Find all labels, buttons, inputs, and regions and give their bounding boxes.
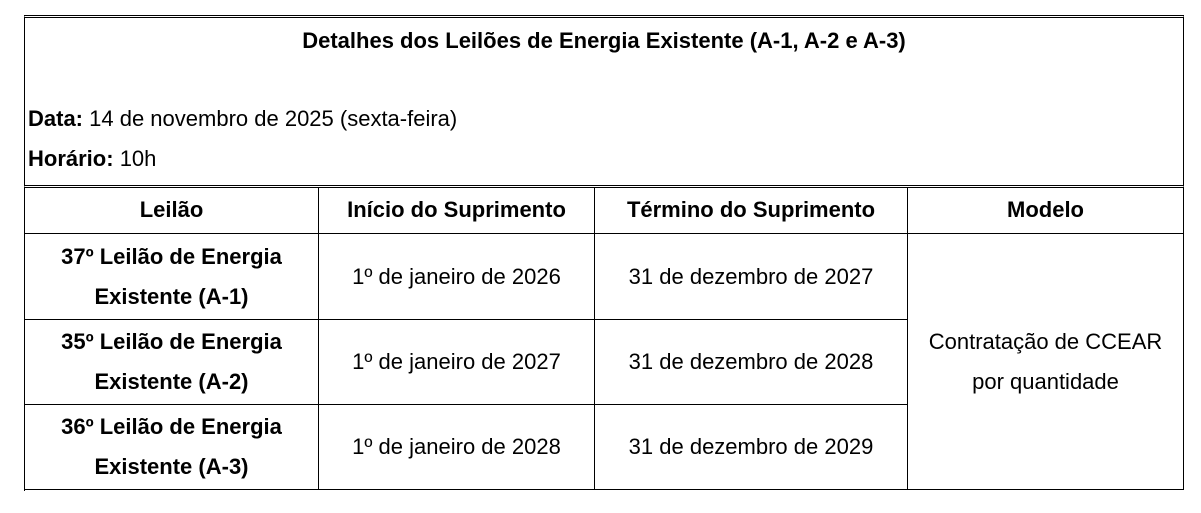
header-box — [24, 15, 1184, 188]
column-header: Leilão — [25, 187, 319, 234]
date-label: Data: — [28, 106, 84, 131]
auction-name: 35º Leilão de Energia Existente (A-2) — [25, 320, 319, 405]
model: Contratação de CCEAR por quantidade — [908, 234, 1184, 490]
date-line: Data: 14 de novembro de 2025 (sexta-feir… — [28, 106, 457, 132]
auction-name: 37º Leilão de Energia Existente (A-1) — [25, 234, 319, 320]
supply-date: 1º de janeiro de 2028 — [319, 405, 595, 490]
column-header: Modelo — [908, 187, 1184, 234]
supply-date: 1º de janeiro de 2026 — [319, 234, 595, 320]
time: 10h — [119, 146, 157, 171]
supply-date: 1º de janeiro de 2027 — [319, 320, 595, 405]
supply-date: 31 de dezembro de 2029 — [595, 405, 908, 490]
auction-name: 36º Leilão de Energia Existente (A-3) — [25, 405, 319, 490]
time-label: Horário: — [28, 146, 114, 171]
table: Leilão Início do Suprimento Término do Sup… — [24, 187, 1184, 491]
column-header: Início do Suprimento — [319, 187, 595, 234]
column-header: Término do Suprimento — [595, 187, 908, 234]
supply-date: 31 de dezembro de 2027 — [595, 234, 908, 320]
title: Detalhes dos Leilões de Energia Existent… — [302, 28, 906, 53]
time-line: Horário: 10h — [28, 146, 156, 172]
supply-date: 31 de dezembro de 2028 — [595, 320, 908, 405]
date: 14 de novembro de 2025 (sexta-feira) — [89, 106, 458, 131]
